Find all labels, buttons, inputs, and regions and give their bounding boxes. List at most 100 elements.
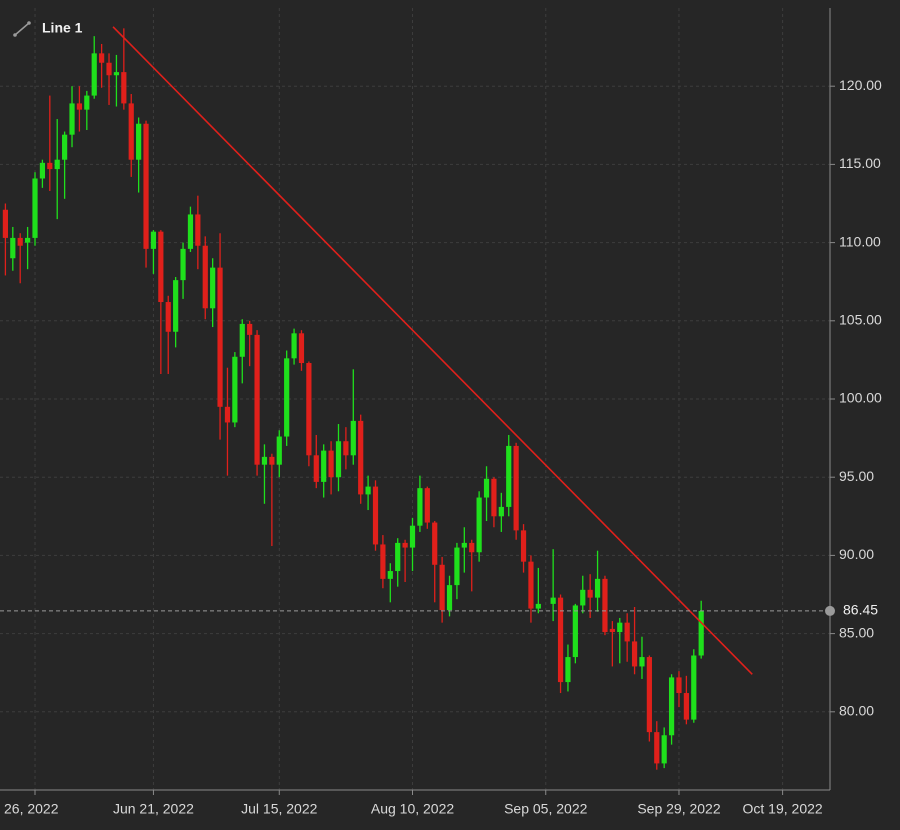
candle-body xyxy=(565,657,571,683)
candle-body xyxy=(25,237,31,243)
candle-body xyxy=(335,441,342,478)
candle-body xyxy=(395,542,401,572)
plot-layer: 80.00 85.00 90.00 95.00 100.00 105.00 110.00 11… xyxy=(0,8,882,817)
y-tick-label: 95.00 xyxy=(839,468,874,484)
x-tick-label: Jul 15, 2022 xyxy=(241,801,317,817)
candle-body xyxy=(668,677,675,736)
legend-label: Line 1 xyxy=(42,20,83,36)
candle-body xyxy=(17,237,23,246)
candle-body xyxy=(210,267,216,309)
last-price-label: 86.45 xyxy=(843,602,878,618)
y-tick-label: 105.00 xyxy=(839,312,882,328)
candle-body xyxy=(580,589,586,606)
candle-body xyxy=(217,267,223,407)
candle-body xyxy=(173,280,179,332)
candle-body xyxy=(291,333,297,359)
candle-body xyxy=(150,231,157,249)
candle-body xyxy=(321,450,327,482)
candle-body xyxy=(284,358,290,437)
candle-body xyxy=(491,478,497,517)
candle-body xyxy=(639,657,645,667)
candle-body xyxy=(402,542,408,548)
candle-body xyxy=(446,585,453,611)
candle-body xyxy=(32,178,38,238)
candle-body xyxy=(631,641,638,667)
candle-body xyxy=(691,655,697,720)
trendline xyxy=(112,26,753,675)
candle-body xyxy=(106,62,112,76)
candle-body xyxy=(602,578,608,633)
candle-body xyxy=(365,486,371,495)
candle-body xyxy=(439,564,445,611)
candle-body xyxy=(461,542,467,548)
candle-body xyxy=(483,478,490,498)
candle-body xyxy=(469,542,475,553)
candle-body xyxy=(165,302,171,332)
candle-body xyxy=(343,441,349,456)
candle-body xyxy=(121,72,127,104)
candle-body xyxy=(158,231,164,303)
candle-body xyxy=(254,334,260,465)
candle-body xyxy=(136,123,142,160)
last-price-dot xyxy=(825,605,835,616)
candle-body xyxy=(39,162,46,179)
x-tick-label: Aug 10, 2022 xyxy=(371,801,455,817)
candle-body xyxy=(528,561,534,609)
candle-body xyxy=(654,732,660,764)
candle-body xyxy=(2,209,8,238)
y-tick-label: 90.00 xyxy=(839,546,874,562)
legend-icon-dot xyxy=(27,21,31,25)
y-tick-label: 80.00 xyxy=(839,703,874,719)
candle-body xyxy=(306,363,312,456)
candle-body xyxy=(358,420,364,495)
candle-body xyxy=(195,214,201,246)
candle-body xyxy=(269,456,275,465)
candle-body xyxy=(350,420,356,456)
candle-body xyxy=(454,547,460,586)
candle-body xyxy=(202,245,208,309)
candle-body xyxy=(143,123,149,249)
candle-body xyxy=(113,72,120,76)
candle-body xyxy=(47,162,53,170)
candle-body xyxy=(432,522,438,565)
candle-body xyxy=(298,333,305,364)
x-tick-label: Jun 21, 2022 xyxy=(113,801,194,817)
candle-body xyxy=(698,610,704,656)
candle-body xyxy=(550,597,556,604)
candle-body xyxy=(683,693,689,720)
candle-body xyxy=(609,628,615,633)
candle-body xyxy=(328,450,334,478)
candle-body xyxy=(247,323,253,335)
candle-body xyxy=(261,456,268,465)
candle-body xyxy=(313,455,319,482)
candle-body xyxy=(232,356,238,423)
candle-body xyxy=(372,486,379,545)
candle-body xyxy=(617,622,623,633)
candle-body xyxy=(380,544,386,579)
candle-body xyxy=(661,735,667,764)
x-tick-label: Oct 19, 2022 xyxy=(743,801,823,817)
legend-icon xyxy=(14,22,30,36)
y-tick-label: 110.00 xyxy=(839,233,881,249)
candle-body xyxy=(557,597,564,683)
candle-body xyxy=(54,159,60,170)
candle-body xyxy=(69,103,75,135)
candle-body xyxy=(624,622,630,642)
y-tick-label: 115.00 xyxy=(839,155,881,171)
y-tick-label: 100.00 xyxy=(839,390,882,406)
candle-body xyxy=(424,488,430,523)
candle-body xyxy=(535,603,541,609)
candle-body xyxy=(520,530,527,562)
candle-body xyxy=(224,406,231,423)
x-tick-label: 26, 2022 xyxy=(4,801,59,817)
candle-body xyxy=(99,53,105,63)
candle-body xyxy=(572,605,578,658)
candle-body xyxy=(276,436,282,465)
x-tick-label: Sep 05, 2022 xyxy=(504,801,588,817)
candle-body xyxy=(10,237,16,259)
x-tick-label: Sep 29, 2022 xyxy=(637,801,721,817)
candle-body xyxy=(587,589,593,598)
candle-body xyxy=(513,445,519,531)
